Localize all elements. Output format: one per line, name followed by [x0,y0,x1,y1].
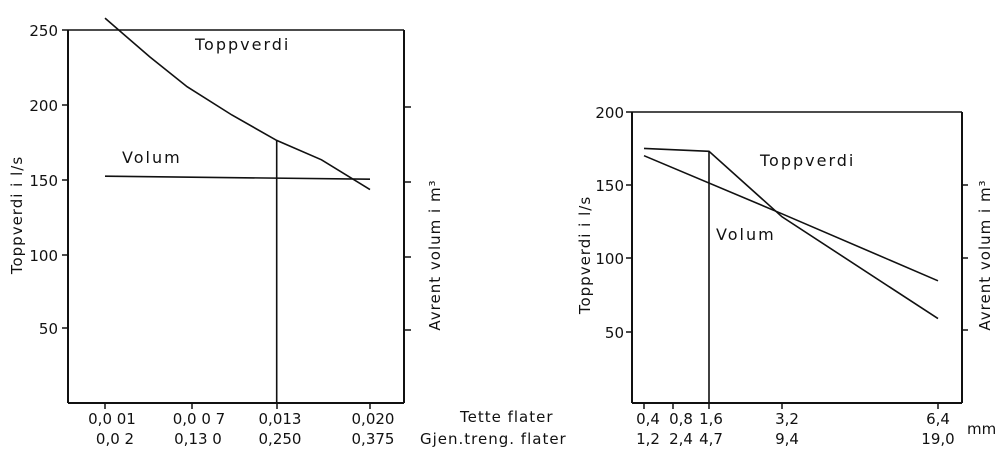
right-x-tick-label-row2: 9,4 [775,430,799,448]
x-row-label-gjentreng-flater: Gjen.treng. flater [420,430,567,448]
right-x-tick-label-row2: 4,7 [699,430,723,448]
right-series-label-volum: Volum [716,225,776,244]
right-series-label-toppverdi: Toppverdi [759,151,855,170]
left-right-axis-title: Avrent volum i m³ [426,179,444,330]
left-x-tick-label-row2: 0,0 2 [96,430,134,448]
left-y-tick-label: 100 [29,247,58,265]
right-x-tick-label-row1: 6,4 [926,410,950,428]
right-plot-area [643,147,939,403]
x-row-label-tette-flater: Tette flater [459,408,554,426]
right-x-tick-label-row1: 0,8 [669,410,693,428]
left-series-line-volum [104,175,371,180]
right-y-tick-label: 50 [605,324,624,342]
right-chart: 200 150 100 50 0,4 0,8 1,6 3,2 6,4 1,2 2… [576,104,996,448]
right-x-unit-label: mm [967,420,996,438]
left-chart: 250 200 150 100 50 0,0 01 0,0 0 7 0,013 … [8,17,444,448]
right-series-line-volum [643,154,939,282]
left-x-tick-label-row1: 0,020 [352,410,395,428]
left-plot-area [104,17,371,403]
right-y-tick-label: 100 [595,250,624,268]
right-x-tick-label-row2: 1,2 [636,430,660,448]
right-series-line-toppverdi [643,147,939,320]
left-x-tick-label-row2: 0,375 [352,430,395,448]
left-y-tick-label: 250 [29,22,58,40]
left-y-axis-title: Toppverdi i l/s [8,156,26,275]
right-y-tick-label: 150 [595,177,624,195]
left-x-tick-label-row1: 0,013 [259,410,302,428]
right-y-tick-label: 200 [595,104,624,122]
left-y-tick-label: 200 [29,97,58,115]
left-x-tick-label-row2: 0,13 0 [174,430,222,448]
left-x-tick-label-row1: 0,0 0 7 [173,410,225,428]
left-y-tick-label: 50 [39,320,58,338]
right-right-axis-title: Avrent volum i m³ [976,179,994,330]
right-y-axis-title: Toppverdi i l/s [576,196,594,315]
left-series-label-volum: Volum [122,148,182,167]
right-x-tick-label-row2: 2,4 [669,430,693,448]
right-x-tick-label-row2: 19,0 [921,430,954,448]
left-x-tick-label-row1: 0,0 01 [88,410,136,428]
left-series-line-toppverdi [104,17,371,191]
left-series-label-toppverdi: Toppverdi [194,35,290,54]
left-y-tick-label: 150 [29,172,58,190]
right-x-tick-label-row1: 3,2 [775,410,799,428]
left-x-tick-label-row2: 0,250 [259,430,302,448]
right-x-tick-label-row1: 0,4 [636,410,660,428]
right-x-tick-label-row1: 1,6 [699,410,723,428]
